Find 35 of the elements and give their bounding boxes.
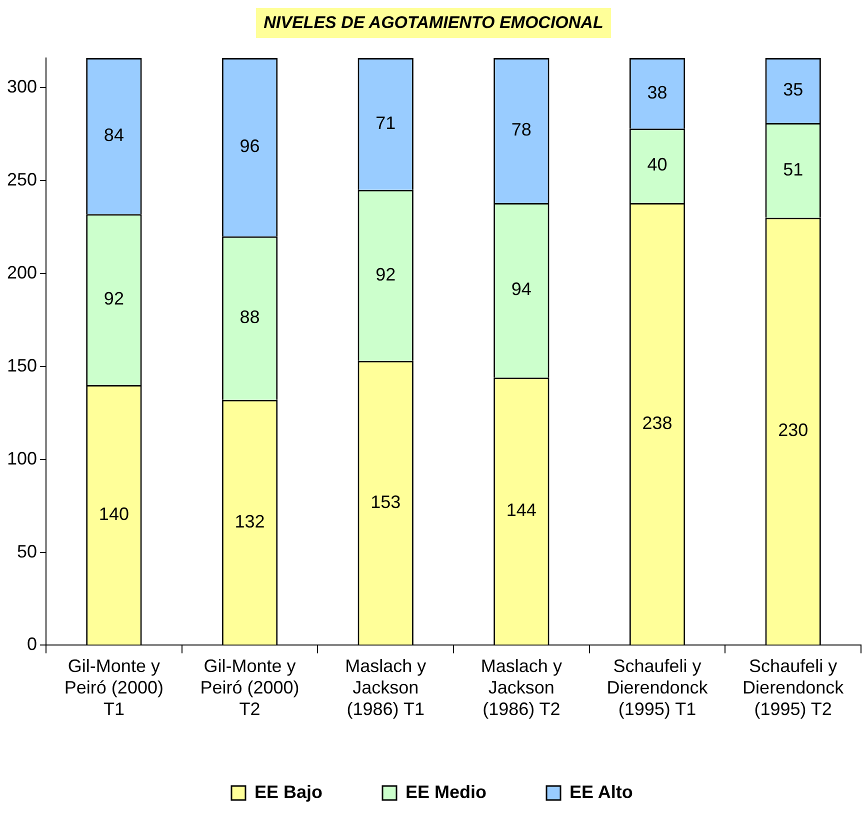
- data-label: 35: [783, 79, 804, 100]
- x-tick-label: Maslach y Jackson (1986) T2: [480, 656, 562, 720]
- data-label: 92: [104, 288, 124, 309]
- data-label: 40: [647, 154, 668, 175]
- x-tick-label: Schaufeli y Dierendonck (1995) T1: [606, 656, 709, 720]
- data-label: 144: [506, 500, 536, 520]
- data-label: 153: [370, 492, 401, 512]
- data-label: 38: [647, 82, 668, 102]
- y-tick-label: 50: [17, 541, 38, 562]
- y-tick-label: 150: [6, 355, 38, 376]
- data-label: 132: [234, 511, 265, 532]
- data-label: 238: [642, 412, 672, 433]
- y-tick-label: 300: [6, 76, 38, 97]
- y-tick-label: 250: [6, 170, 38, 190]
- legend-label: EE Medio: [406, 782, 487, 802]
- data-label: 92: [376, 264, 396, 284]
- data-label: 51: [783, 159, 804, 180]
- legend-label: EE Bajo: [254, 782, 323, 802]
- x-tick-label: Maslach y Jackson (1986) T1: [345, 656, 426, 720]
- y-tick-label: 0: [27, 634, 38, 654]
- x-tick-label: Schaufeli y Dierendonck (1995) T2: [742, 656, 845, 720]
- data-label: 84: [104, 125, 124, 146]
- data-label: 140: [98, 504, 129, 524]
- data-label: 96: [240, 136, 260, 156]
- data-label: 230: [778, 420, 808, 440]
- data-label: 71: [376, 112, 396, 133]
- x-tick-label: Gil-Monte y Peiró (2000) T1: [64, 656, 164, 720]
- data-label: 94: [511, 279, 532, 300]
- legend-label: EE Alto: [570, 782, 633, 802]
- data-label: 78: [511, 119, 532, 140]
- y-tick-label: 100: [6, 448, 38, 468]
- data-label: 88: [240, 307, 260, 328]
- x-tick-label: Gil-Monte y Peiró (2000) T2: [200, 656, 300, 720]
- chart-title: NIVELES DE AGOTAMIENTO EMOCIONAL: [256, 8, 612, 38]
- y-tick-label: 200: [6, 262, 38, 283]
